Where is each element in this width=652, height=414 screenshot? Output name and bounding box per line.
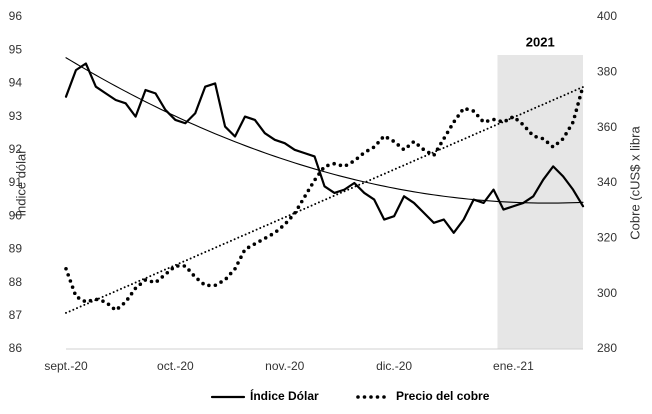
y-tick-label: 92 bbox=[9, 142, 23, 156]
y-tick-label: 89 bbox=[9, 242, 23, 256]
x-tick-label: sept.-20 bbox=[44, 359, 88, 373]
y-tick-label: 88 bbox=[9, 275, 23, 289]
y2-tick-label: 280 bbox=[597, 341, 617, 355]
y2-tick-label: 300 bbox=[597, 286, 617, 300]
y-tick-label: 90 bbox=[9, 208, 23, 222]
x-tick-label: ene.-21 bbox=[493, 359, 534, 373]
y2-tick-label: 380 bbox=[597, 65, 617, 79]
x-tick-label: oct.-20 bbox=[157, 359, 194, 373]
legend-label: Índice Dólar bbox=[250, 388, 319, 403]
y-tick-label: 93 bbox=[9, 109, 23, 123]
y2-axis-label: Cobre (cUS$ x libra bbox=[627, 126, 642, 240]
y-axis-label: Índice dólar bbox=[13, 149, 28, 217]
y2-tick-label: 340 bbox=[597, 175, 617, 189]
trendline bbox=[65, 57, 584, 204]
y-tick-label: 95 bbox=[9, 42, 23, 56]
y-tick-label: 96 bbox=[9, 9, 23, 23]
y2-tick-label: 360 bbox=[597, 120, 617, 134]
y-tick-label: 86 bbox=[9, 341, 23, 355]
data-line bbox=[64, 62, 585, 234]
y2-tick-label: 400 bbox=[597, 9, 617, 23]
data-line bbox=[64, 84, 585, 313]
y-tick-label: 87 bbox=[9, 308, 23, 322]
y-tick-label: 91 bbox=[9, 175, 23, 189]
x-tick-label: nov.-20 bbox=[265, 359, 304, 373]
legend-label: Precio del cobre bbox=[396, 389, 490, 403]
y2-tick-label: 320 bbox=[597, 231, 617, 245]
x-tick-label: dic.-20 bbox=[376, 359, 412, 373]
y-tick-label: 94 bbox=[9, 76, 23, 90]
highlight-label: 2021 bbox=[526, 34, 555, 49]
